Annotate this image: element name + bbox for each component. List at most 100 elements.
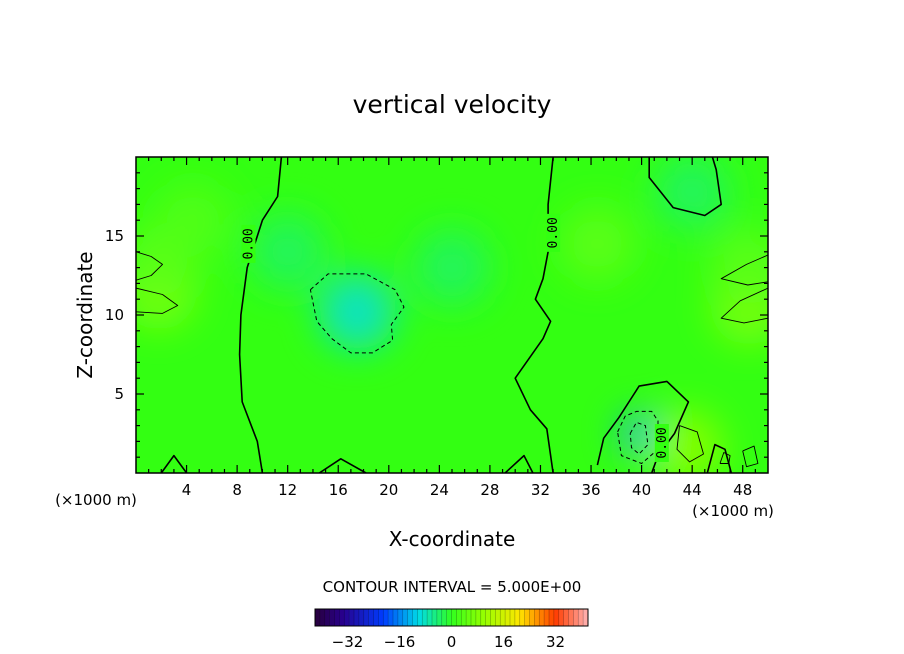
- colorbar-cell: [417, 609, 423, 626]
- zero-contour: [318, 458, 367, 473]
- positive-contour: [136, 287, 179, 314]
- colorbar-cell: [319, 609, 326, 626]
- colorbar-cell: [480, 609, 486, 626]
- field-feature: [319, 273, 396, 350]
- field-feature: [249, 213, 326, 290]
- x-tick-label: 24: [430, 481, 449, 499]
- positive-contour: [136, 251, 163, 281]
- colorbar-cell: [461, 609, 467, 626]
- colorbar-cell: [456, 609, 462, 626]
- y-tick-label: 15: [105, 227, 124, 245]
- contour-label: 0.00: [546, 217, 561, 248]
- x-tick-label: 36: [581, 481, 600, 499]
- field-feature: [559, 205, 636, 282]
- contour-labels: 0.00 0.00 0.00: [241, 213, 670, 462]
- field-feature: [621, 415, 658, 452]
- zero-contour: [504, 454, 534, 473]
- colorbar-cell: [354, 609, 360, 626]
- zero-contour: [160, 454, 188, 473]
- colorbar-cell: [436, 609, 443, 626]
- colorbar-cell: [349, 609, 355, 626]
- colorbar-cell: [495, 609, 501, 626]
- colorbar-cell: [485, 609, 491, 626]
- field-feature: [711, 229, 768, 306]
- positive-contour: [676, 425, 704, 463]
- field-feature: [414, 229, 490, 306]
- colorbar-cell: [334, 609, 340, 626]
- colorbar-cell: [529, 609, 535, 626]
- negative-contour: [629, 421, 649, 455]
- colorbar-cell: [563, 609, 569, 626]
- colorbar-cell: [427, 609, 433, 626]
- x-unit-left: (×1000 m): [55, 491, 137, 509]
- colorbar-cell: [558, 609, 564, 626]
- y-axis-label: Z-coordinate: [73, 251, 97, 378]
- colorbar-cell: [534, 609, 540, 626]
- colorbar-cell: [339, 609, 345, 626]
- positive-contour: [720, 254, 768, 286]
- colorbar-cell: [514, 609, 521, 626]
- axis-ticks: [136, 157, 768, 473]
- colorbar-cell: [451, 609, 457, 626]
- field-feature: [154, 182, 231, 259]
- zero-contour: [238, 157, 283, 473]
- chart-title: vertical velocity: [353, 90, 552, 119]
- colorbar-cell: [422, 609, 428, 626]
- colorbar-cell: [446, 609, 452, 626]
- colorbar-cell: [510, 609, 516, 626]
- x-tick-label: 12: [278, 481, 297, 499]
- x-tick-label: 8: [232, 481, 242, 499]
- x-tick-label: 20: [379, 481, 398, 499]
- contour-label-bg: [546, 213, 561, 252]
- colorbar: [314, 608, 589, 627]
- contour-label: 0.00: [241, 228, 256, 259]
- colorbar-cell: [578, 609, 584, 626]
- colorbar-cell: [412, 609, 418, 626]
- contour-label-bg: [241, 224, 256, 263]
- colorbar-cell: [344, 609, 350, 626]
- colorbar-cell: [363, 609, 369, 626]
- colorbar-cell: [373, 609, 379, 626]
- x-tick-label: 4: [182, 481, 192, 499]
- x-tick-label: 28: [480, 481, 499, 499]
- colorbar-cell: [441, 609, 447, 626]
- colorbar-tick-label: 0: [447, 633, 457, 651]
- colorbar-cell: [315, 609, 321, 626]
- positive-contour: [720, 287, 768, 324]
- x-unit-right: (×1000 m): [692, 502, 774, 520]
- colorbar-cell: [519, 609, 525, 626]
- positive-contour: [742, 445, 759, 468]
- colorbar-cell: [583, 609, 589, 626]
- colorbar-cell: [393, 609, 399, 626]
- colorbar-cell: [524, 609, 530, 626]
- negative-contour: [617, 410, 659, 464]
- colorbar-tick-label: −32: [332, 633, 364, 651]
- colorbar-tick-label: 16: [494, 633, 513, 651]
- x-tick-label: 16: [329, 481, 348, 499]
- colorbar-cell: [402, 609, 408, 626]
- colorbar-tick-label: −16: [384, 633, 416, 651]
- y-tick-labels: 5 10 15: [105, 227, 124, 403]
- y-tick-label: 10: [105, 306, 124, 324]
- x-tick-label: 44: [683, 481, 702, 499]
- contour-label-bg: [654, 423, 669, 462]
- colorbar-cell: [471, 609, 477, 626]
- contour-interval-text: CONTOUR INTERVAL = 5.000E+00: [323, 578, 582, 596]
- zero-contour: [648, 157, 722, 217]
- colorbar-cell: [544, 609, 550, 626]
- negative-contour: [309, 273, 405, 354]
- colorbar-cell: [358, 609, 365, 626]
- colorbar-cell: [500, 609, 506, 626]
- y-tick-label: 5: [114, 385, 124, 403]
- colorbar-cell: [383, 609, 389, 626]
- colorbar-cell: [378, 609, 384, 626]
- colorbar-cell: [573, 609, 579, 626]
- colorbar-tick-label: 32: [546, 633, 565, 651]
- colorbar-cell: [466, 609, 472, 626]
- x-tick-label: 40: [632, 481, 651, 499]
- colorbar-cell: [407, 609, 413, 626]
- colorbar-cell: [368, 609, 374, 626]
- colorbar-cell: [505, 609, 511, 626]
- x-tick-labels: 4 8 12 16 20 24 28 32 36 40 44 48: [182, 481, 752, 499]
